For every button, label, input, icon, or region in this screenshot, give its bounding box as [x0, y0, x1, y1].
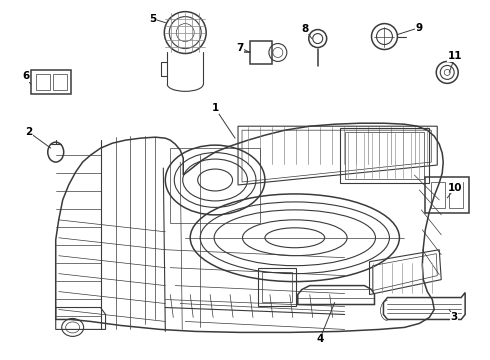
Bar [425, 177, 469, 213]
Text: 1: 1 [212, 103, 219, 113]
Text: 4: 4 [316, 334, 323, 345]
Bar [250, 41, 272, 64]
Text: 8: 8 [301, 24, 308, 33]
Text: 6: 6 [22, 71, 29, 81]
Text: 11: 11 [448, 51, 463, 62]
Bar [31, 71, 71, 94]
Text: 2: 2 [25, 127, 32, 137]
Text: 5: 5 [149, 14, 156, 24]
Bar [344, 132, 424, 179]
Bar [171, 148, 260, 223]
Bar [449, 182, 463, 208]
Bar [340, 128, 429, 183]
Bar [431, 182, 445, 208]
Text: 3: 3 [451, 312, 458, 323]
Text: 7: 7 [236, 42, 244, 53]
Bar [262, 272, 292, 302]
Bar [53, 75, 67, 90]
Text: 10: 10 [448, 183, 463, 193]
Bar [36, 75, 50, 90]
Text: 9: 9 [416, 23, 423, 33]
Bar [258, 268, 296, 306]
